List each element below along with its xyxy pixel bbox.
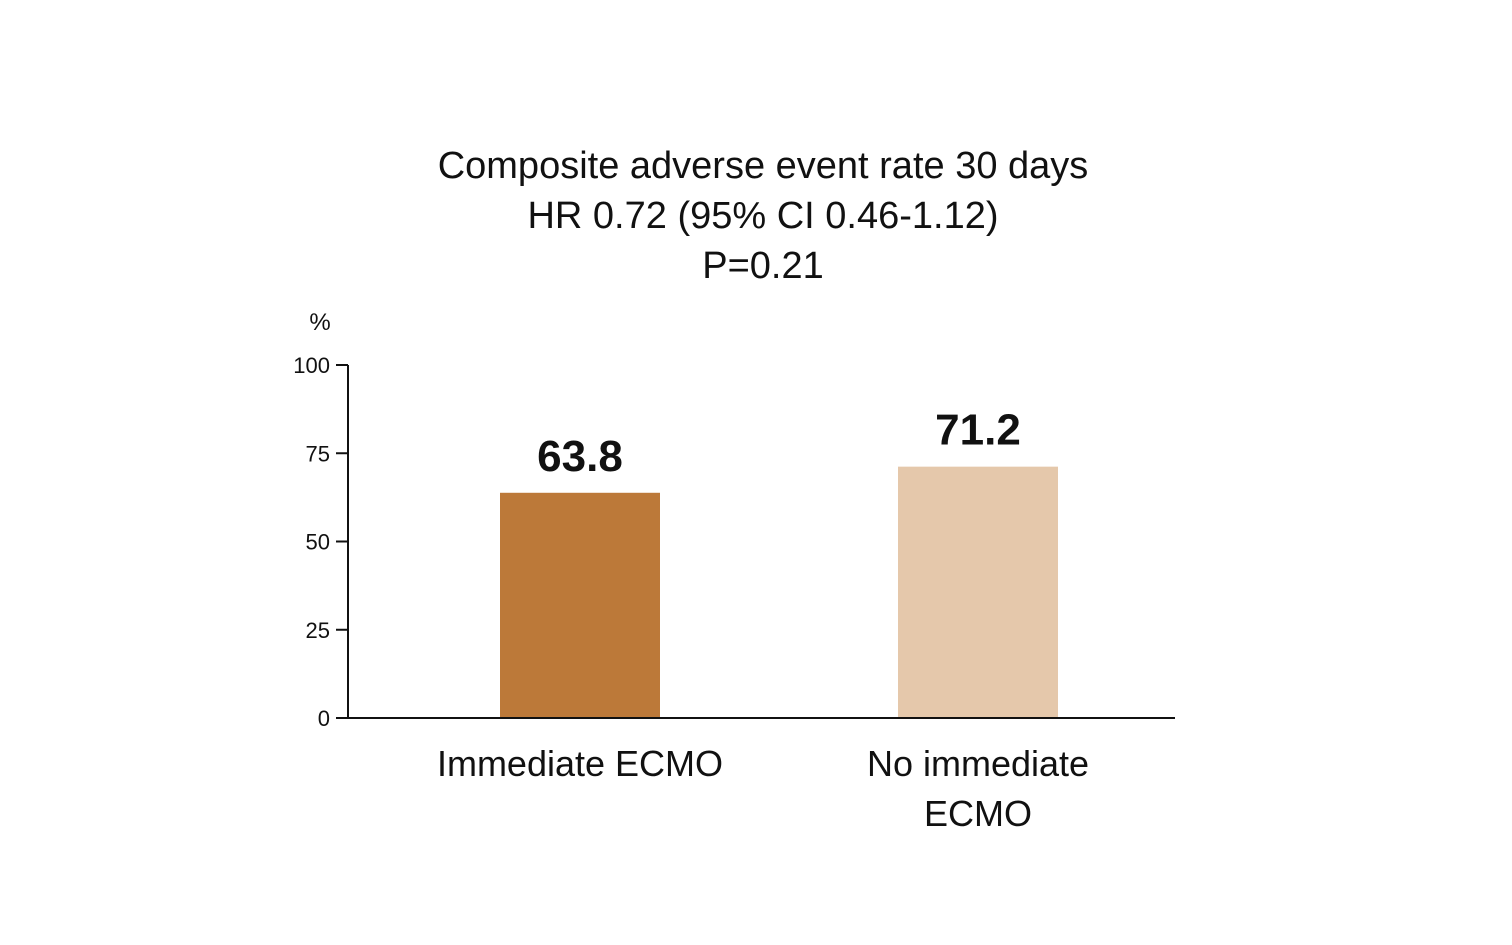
category-label-1: Immediate ECMO (437, 743, 723, 784)
chart-title-line-3: P=0.21 (702, 245, 824, 287)
y-axis-ticks: 0 25 50 75 100 (293, 353, 348, 731)
bar-1 (500, 492, 660, 718)
y-tick-label: 100 (293, 353, 330, 378)
chart-title-line-1: Composite adverse event rate 30 days (438, 145, 1089, 187)
chart-title: Composite adverse event rate 30 days HR 0… (438, 145, 1089, 287)
data-label-2: 71.2 (935, 406, 1021, 455)
category-label-2: ECMO (924, 793, 1032, 834)
y-tick-label: 0 (318, 706, 330, 731)
chart-title-line-2: HR 0.72 (95% CI 0.46-1.12) (527, 195, 998, 237)
bars: 63.8 71.2 (500, 406, 1058, 718)
bar-2 (898, 466, 1058, 718)
y-tick-label: 75 (306, 441, 330, 466)
data-label-1: 63.8 (537, 432, 623, 481)
y-axis-unit-label: % (309, 309, 330, 336)
category-label-2: No immediate (867, 743, 1089, 784)
y-tick-label: 25 (306, 618, 330, 643)
category-labels: Immediate ECMO No immediate ECMO (437, 743, 1089, 834)
y-tick-label: 50 (306, 530, 330, 555)
